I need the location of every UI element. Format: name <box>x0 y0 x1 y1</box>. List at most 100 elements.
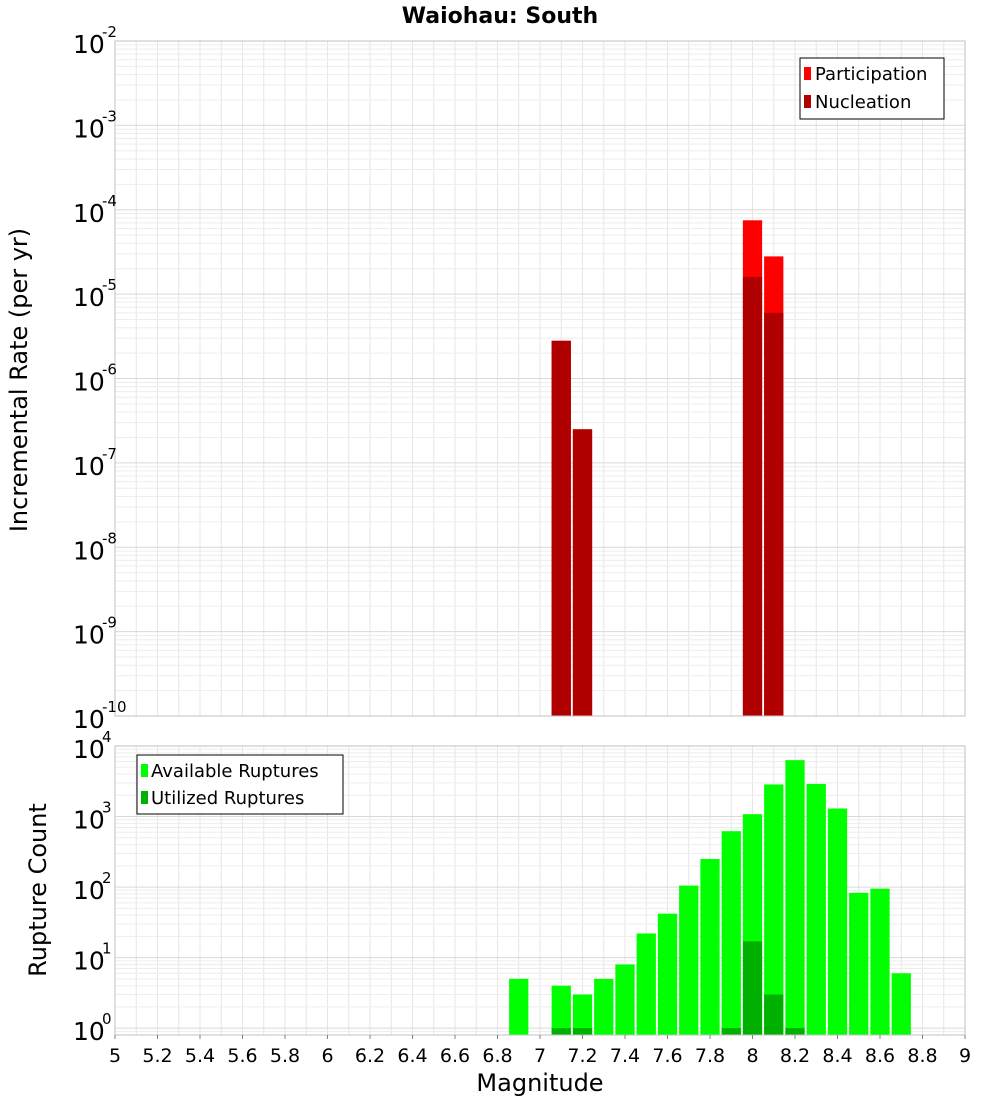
chart-title: Waiohau: South <box>402 4 598 29</box>
bottom-legend: Available Ruptures Utilized Ruptures <box>136 754 344 815</box>
x-tick-label: 9 <box>959 1045 971 1067</box>
bar <box>636 933 656 1035</box>
bar <box>679 885 699 1035</box>
bar <box>827 808 848 1035</box>
y-tick-label-exponent: -9 <box>102 614 117 632</box>
x-tick-label: 5.8 <box>270 1045 300 1067</box>
y-tick-label-exponent: 0 <box>102 1010 112 1028</box>
bar <box>806 783 826 1035</box>
x-tick-label: 8 <box>746 1045 758 1067</box>
bar <box>721 1028 741 1035</box>
top-y-axis-label: Incremental Rate (per yr) <box>5 228 33 532</box>
legend-swatch-nucleation <box>804 95 811 108</box>
y-tick-label-exponent: -6 <box>102 361 117 379</box>
y-tick-label-base: 10 <box>73 199 105 228</box>
y-tick-label-base: 10 <box>73 536 105 565</box>
x-tick-label: 8.8 <box>907 1045 937 1067</box>
y-tick-label-base: 10 <box>73 114 105 143</box>
x-tick-label: 5 <box>109 1045 121 1067</box>
legend-swatch-utilized <box>141 791 148 804</box>
y-tick-label-exponent: -4 <box>102 192 117 210</box>
bar <box>594 978 614 1035</box>
x-ticks: 5 5.2 5.4 5.6 5.8 6 6.2 6.4 6.6 6.8 7 7.2 7.4 7.6 7.8 8… <box>109 1035 971 1067</box>
bar <box>657 913 678 1035</box>
y-tick-label-exponent: 4 <box>102 728 112 746</box>
bar <box>785 760 805 1035</box>
top-series-nucleation <box>551 276 784 716</box>
bar <box>572 1028 593 1035</box>
y-tick-label-base: 10 <box>73 621 105 650</box>
legend-label-nucleation: Nucleation <box>815 92 911 113</box>
y-tick-label-base: 10 <box>73 368 105 397</box>
x-tick-label: 5.6 <box>227 1045 257 1067</box>
x-axis-label: Magnitude <box>476 1069 603 1097</box>
x-tick-label: 5.2 <box>142 1045 172 1067</box>
x-tick-label: 7.6 <box>652 1045 682 1067</box>
bar <box>572 429 593 716</box>
legend-swatch-participation <box>804 67 811 80</box>
legend-label-utilized: Utilized Ruptures <box>151 788 304 809</box>
bottom-y-axis-label: Rupture Count <box>24 803 52 977</box>
bar <box>551 985 571 1035</box>
bar <box>700 859 720 1035</box>
bar <box>849 892 869 1035</box>
bottom-series-utilized-ruptures <box>551 941 805 1035</box>
x-tick-label: 8.2 <box>780 1045 810 1067</box>
bar <box>764 994 784 1035</box>
y-tick-label-base: 10 <box>73 806 105 835</box>
y-tick-label-base: 10 <box>73 283 105 312</box>
y-tick-label-base: 10 <box>73 705 105 734</box>
x-tick-label: 6 <box>321 1045 333 1067</box>
y-tick-label-base: 10 <box>73 30 105 59</box>
x-tick-label: 7 <box>534 1045 546 1067</box>
bar <box>891 973 911 1035</box>
y-tick-label-exponent: 3 <box>102 799 112 817</box>
y-tick-label-exponent: 2 <box>102 869 112 887</box>
x-tick-label: 8.6 <box>865 1045 895 1067</box>
y-tick-label-base: 10 <box>73 452 105 481</box>
bar <box>721 831 741 1035</box>
legend-swatch-available <box>141 764 148 777</box>
x-tick-label: 6.2 <box>355 1045 385 1067</box>
x-tick-label: 6.8 <box>482 1045 512 1067</box>
y-tick-label-exponent: -3 <box>102 107 117 125</box>
bar <box>551 340 571 716</box>
y-tick-label-base: 10 <box>73 1017 105 1046</box>
x-tick-label: 7.4 <box>610 1045 640 1067</box>
top-plot-border <box>114 40 966 717</box>
bar <box>509 978 529 1035</box>
y-tick-label-exponent: -10 <box>102 698 127 716</box>
bar <box>870 888 890 1035</box>
bar <box>615 964 635 1035</box>
x-tick-label: 7.8 <box>695 1045 725 1067</box>
bar <box>742 941 763 1035</box>
x-tick-label: 6.6 <box>440 1045 470 1067</box>
legend-label-available: Available Ruptures <box>151 761 319 782</box>
legend-label-participation: Participation <box>815 64 927 85</box>
x-tick-label: 8.4 <box>822 1045 852 1067</box>
y-tick-label-base: 10 <box>73 735 105 764</box>
x-tick-label: 5.4 <box>185 1045 215 1067</box>
bar <box>764 784 784 1035</box>
y-tick-label-base: 10 <box>73 876 105 905</box>
y-tick-label-exponent: -5 <box>102 276 117 294</box>
y-tick-label-exponent: 1 <box>102 940 112 958</box>
bottom-series-available-ruptures <box>509 760 911 1035</box>
y-tick-label-exponent: -7 <box>102 445 117 463</box>
x-tick-label: 6.4 <box>397 1045 427 1067</box>
bar <box>551 1028 571 1035</box>
bar <box>764 312 784 716</box>
y-tick-label-base: 10 <box>73 947 105 976</box>
y-tick-label-exponent: -2 <box>102 23 117 41</box>
bar <box>572 994 593 1035</box>
x-tick-label: 7.2 <box>567 1045 597 1067</box>
bar <box>742 276 763 716</box>
bar <box>785 1028 805 1035</box>
top-grid <box>114 40 966 717</box>
top-legend: Participation Nucleation <box>799 57 945 120</box>
y-tick-label-exponent: -8 <box>102 529 117 547</box>
